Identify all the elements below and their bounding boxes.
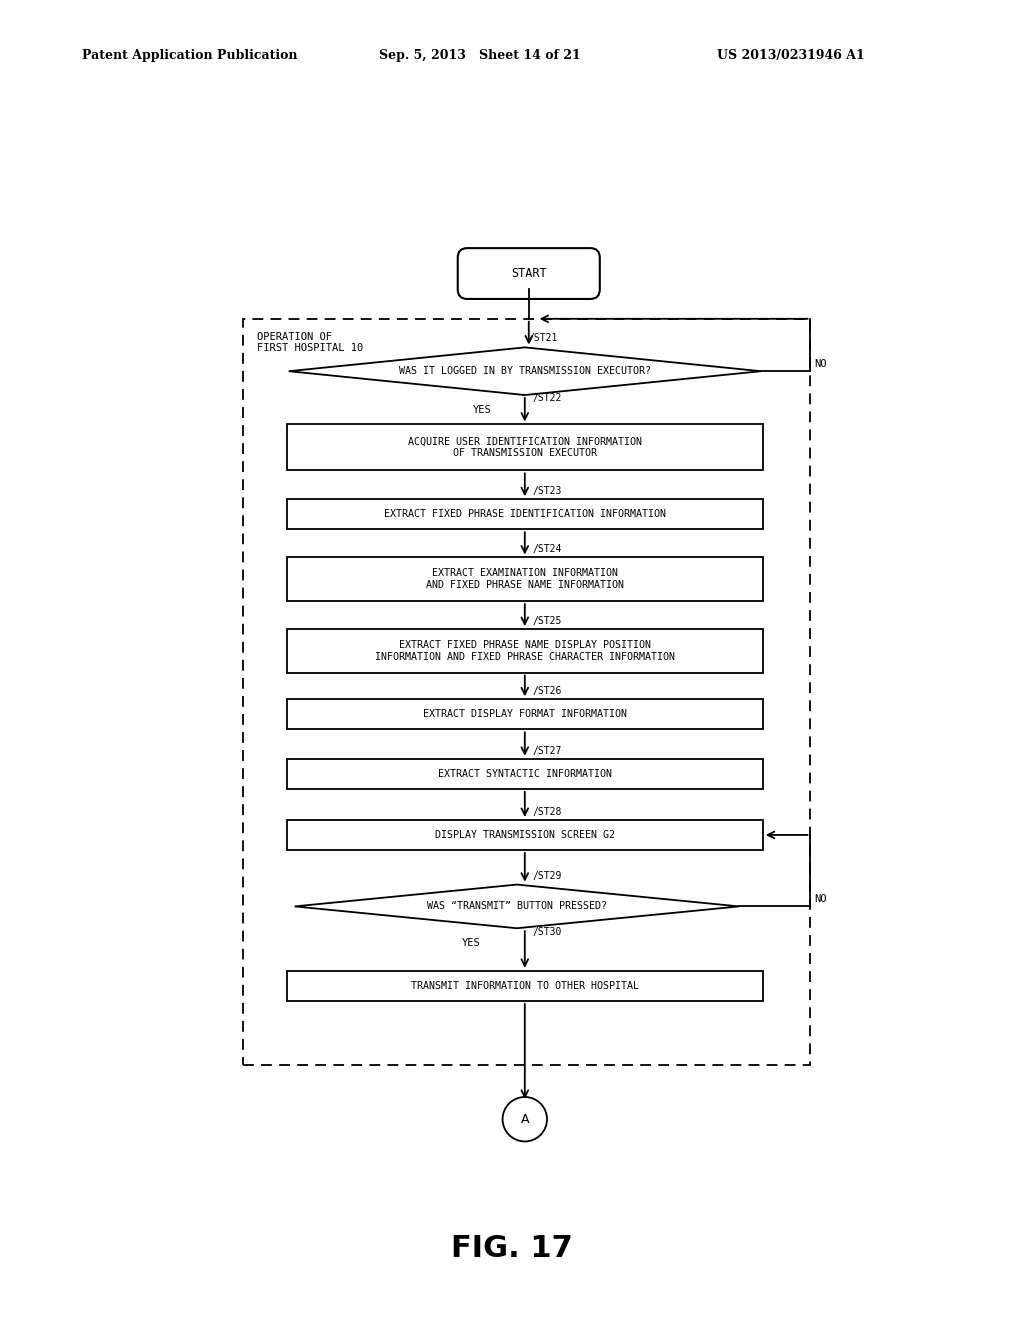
Text: EXTRACT EXAMINATION INFORMATION
AND FIXED PHRASE NAME INFORMATION: EXTRACT EXAMINATION INFORMATION AND FIXE… bbox=[426, 569, 624, 590]
Text: /ST30: /ST30 bbox=[532, 927, 562, 937]
Text: A: A bbox=[520, 1113, 529, 1126]
Text: YES: YES bbox=[473, 404, 492, 414]
Text: DISPLAY TRANSMISSION SCREEN G2: DISPLAY TRANSMISSION SCREEN G2 bbox=[435, 830, 614, 840]
Text: EXTRACT SYNTACTIC INFORMATION: EXTRACT SYNTACTIC INFORMATION bbox=[438, 768, 611, 779]
Bar bbox=[287, 700, 763, 730]
Text: EXTRACT FIXED PHRASE NAME DISPLAY POSITION
INFORMATION AND FIXED PHRASE CHARACTE: EXTRACT FIXED PHRASE NAME DISPLAY POSITI… bbox=[375, 640, 675, 661]
Bar bbox=[287, 970, 763, 1001]
Text: EXTRACT FIXED PHRASE IDENTIFICATION INFORMATION: EXTRACT FIXED PHRASE IDENTIFICATION INFO… bbox=[384, 510, 666, 519]
Text: START: START bbox=[511, 267, 547, 280]
Bar bbox=[287, 499, 763, 529]
Text: NO: NO bbox=[814, 895, 827, 904]
Text: /ST26: /ST26 bbox=[532, 686, 562, 696]
Text: Sep. 5, 2013   Sheet 14 of 21: Sep. 5, 2013 Sheet 14 of 21 bbox=[379, 49, 581, 62]
Text: FIG. 17: FIG. 17 bbox=[452, 1234, 572, 1263]
Text: WAS IT LOGGED IN BY TRANSMISSION EXECUTOR?: WAS IT LOGGED IN BY TRANSMISSION EXECUTO… bbox=[398, 366, 651, 376]
Text: ACQUIRE USER IDENTIFICATION INFORMATION
OF TRANSMISSION EXECUTOR: ACQUIRE USER IDENTIFICATION INFORMATION … bbox=[408, 437, 642, 458]
Text: OPERATION OF
FIRST HOSPITAL 10: OPERATION OF FIRST HOSPITAL 10 bbox=[257, 331, 362, 354]
Polygon shape bbox=[289, 347, 761, 395]
Polygon shape bbox=[295, 884, 739, 928]
Text: /ST25: /ST25 bbox=[532, 615, 562, 626]
Text: Patent Application Publication: Patent Application Publication bbox=[82, 49, 297, 62]
Text: US 2013/0231946 A1: US 2013/0231946 A1 bbox=[717, 49, 864, 62]
Text: EXTRACT DISPLAY FORMAT INFORMATION: EXTRACT DISPLAY FORMAT INFORMATION bbox=[423, 709, 627, 719]
Bar bbox=[287, 425, 763, 470]
Circle shape bbox=[503, 1097, 547, 1142]
Bar bbox=[287, 628, 763, 673]
Bar bbox=[243, 319, 811, 1065]
Text: /ST27: /ST27 bbox=[532, 746, 562, 755]
Text: TRANSMIT INFORMATION TO OTHER HOSPITAL: TRANSMIT INFORMATION TO OTHER HOSPITAL bbox=[411, 981, 639, 991]
Text: /ST29: /ST29 bbox=[532, 871, 562, 882]
Bar bbox=[287, 820, 763, 850]
Text: YES: YES bbox=[461, 937, 480, 948]
Text: /ST24: /ST24 bbox=[532, 544, 562, 554]
Text: /ST28: /ST28 bbox=[532, 807, 562, 817]
Text: WAS “TRANSMIT” BUTTON PRESSED?: WAS “TRANSMIT” BUTTON PRESSED? bbox=[427, 902, 607, 911]
Bar bbox=[287, 557, 763, 601]
Bar bbox=[287, 759, 763, 789]
Text: /ST23: /ST23 bbox=[532, 486, 562, 496]
Text: /ST21: /ST21 bbox=[528, 333, 558, 343]
Text: NO: NO bbox=[814, 359, 827, 370]
Text: /ST22: /ST22 bbox=[532, 393, 562, 404]
FancyBboxPatch shape bbox=[458, 248, 600, 298]
